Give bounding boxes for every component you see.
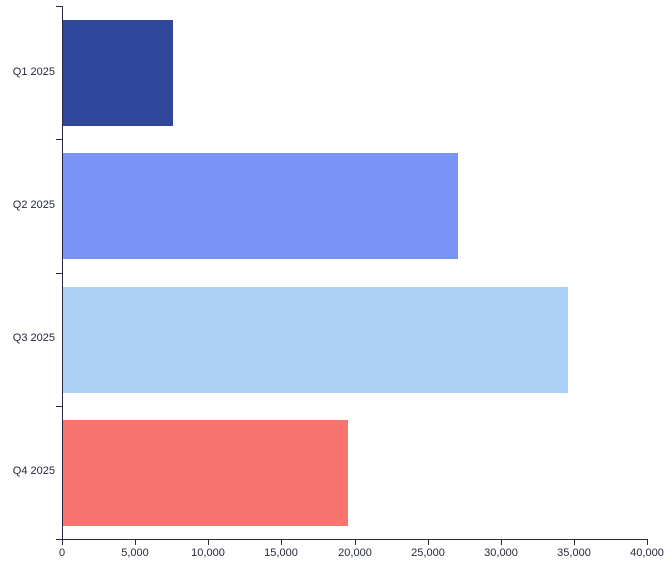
x-tick-label: 35,000	[557, 547, 591, 559]
y-category-label: Q1 2025	[12, 66, 55, 78]
y-category-label: Q4 2025	[12, 465, 55, 477]
y-category-label: Q3 2025	[12, 332, 55, 344]
bar-q2-2025[interactable]	[63, 153, 458, 260]
bar-q4-2025[interactable]	[63, 419, 348, 526]
y-axis-tick	[56, 139, 62, 140]
x-tick-label: 20,000	[338, 547, 372, 559]
x-tick-label: 25,000	[411, 547, 445, 559]
y-axis-tick	[56, 6, 62, 7]
y-axis-tick	[56, 406, 62, 407]
x-axis-tick	[355, 539, 356, 545]
x-tick-label: 5,000	[121, 547, 149, 559]
x-tick-label: 10,000	[191, 547, 225, 559]
x-axis-tick	[135, 539, 136, 545]
y-axis-tick	[56, 539, 62, 540]
y-axis-tick	[56, 273, 62, 274]
x-axis-tick	[62, 539, 63, 545]
x-axis-tick	[501, 539, 502, 545]
x-tick-label: 30,000	[484, 547, 518, 559]
y-category-label: Q2 2025	[12, 199, 55, 211]
x-axis-tick	[647, 539, 648, 545]
bar-q1-2025[interactable]	[63, 20, 173, 126]
x-axis-tick	[574, 539, 575, 545]
x-axis-tick	[208, 539, 209, 545]
bar-q3-2025[interactable]	[63, 286, 568, 393]
x-tick-label: 40,000	[630, 547, 664, 559]
x-axis-tick	[428, 539, 429, 545]
x-axis-tick	[281, 539, 282, 545]
x-tick-label: 0	[58, 547, 66, 559]
x-tick-label: 15,000	[264, 547, 298, 559]
y-axis-line	[62, 6, 63, 540]
